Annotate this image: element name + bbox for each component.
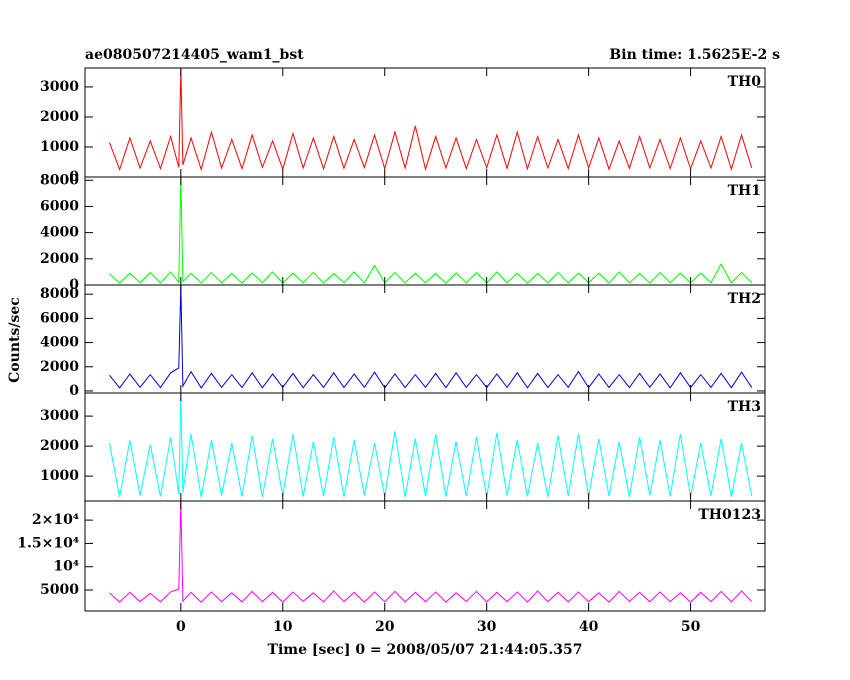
light-curve (109, 285, 753, 389)
panel-label: TH0 (728, 74, 762, 90)
y-tick-label: 3000 (40, 79, 79, 95)
light-curve (109, 68, 753, 172)
y-tick-label: 0 (69, 383, 79, 399)
y-tick-label: 1.5×10⁴ (17, 535, 79, 551)
chart-title: ae080507214405_wam1_bst (85, 47, 304, 63)
panel-label: TH1 (728, 183, 761, 199)
panel-frame (84, 284, 766, 394)
panel-label: TH0123 (698, 507, 761, 523)
y-tick-label: 3000 (40, 408, 79, 424)
y-tick-label: 8000 (40, 172, 79, 188)
y-tick-label: 4000 (40, 225, 79, 241)
x-tick-label: 50 (681, 619, 701, 635)
x-tick-label: 30 (477, 619, 497, 635)
x-tick-label: 0 (176, 619, 186, 635)
y-tick-label: 2000 (40, 438, 79, 454)
y-tick-label: 10⁴ (53, 559, 79, 575)
panel-frame (84, 500, 766, 612)
x-axis-label: Time [sec] 0 = 2008/05/07 21:44:05.357 (268, 642, 583, 658)
y-tick-label: 8000 (40, 286, 79, 302)
y-tick-label: 4000 (40, 335, 79, 351)
x-tick-label: 20 (375, 619, 395, 635)
panel-frame (84, 67, 766, 178)
bin-time: Bin time: 1.5625E-2 s (609, 47, 780, 63)
y-tick-label: 0 (69, 277, 79, 293)
y-tick-label: 2×10⁴ (32, 512, 79, 528)
y-tick-label: 0 (69, 169, 79, 185)
y-tick-label: 2000 (40, 109, 79, 125)
y-tick-label: 2000 (40, 251, 79, 267)
y-tick-label: 5000 (40, 582, 79, 598)
panel-frame (84, 176, 766, 286)
x-tick-label: 40 (579, 619, 599, 635)
x-tick-label: 10 (273, 619, 293, 635)
y-tick-label: 6000 (40, 198, 79, 214)
panel-frame (84, 392, 766, 502)
y-tick-label: 6000 (40, 310, 79, 326)
light-curve (109, 177, 753, 284)
panel-label: TH3 (728, 399, 761, 415)
light-curve (109, 501, 753, 603)
panel-label: TH2 (728, 291, 761, 307)
light-curve (108, 395, 753, 498)
y-axis-label: Counts/sec (7, 297, 23, 383)
y-tick-label: 2000 (40, 359, 79, 375)
y-tick-label: 1000 (40, 139, 79, 155)
y-tick-label: 1000 (40, 468, 79, 484)
